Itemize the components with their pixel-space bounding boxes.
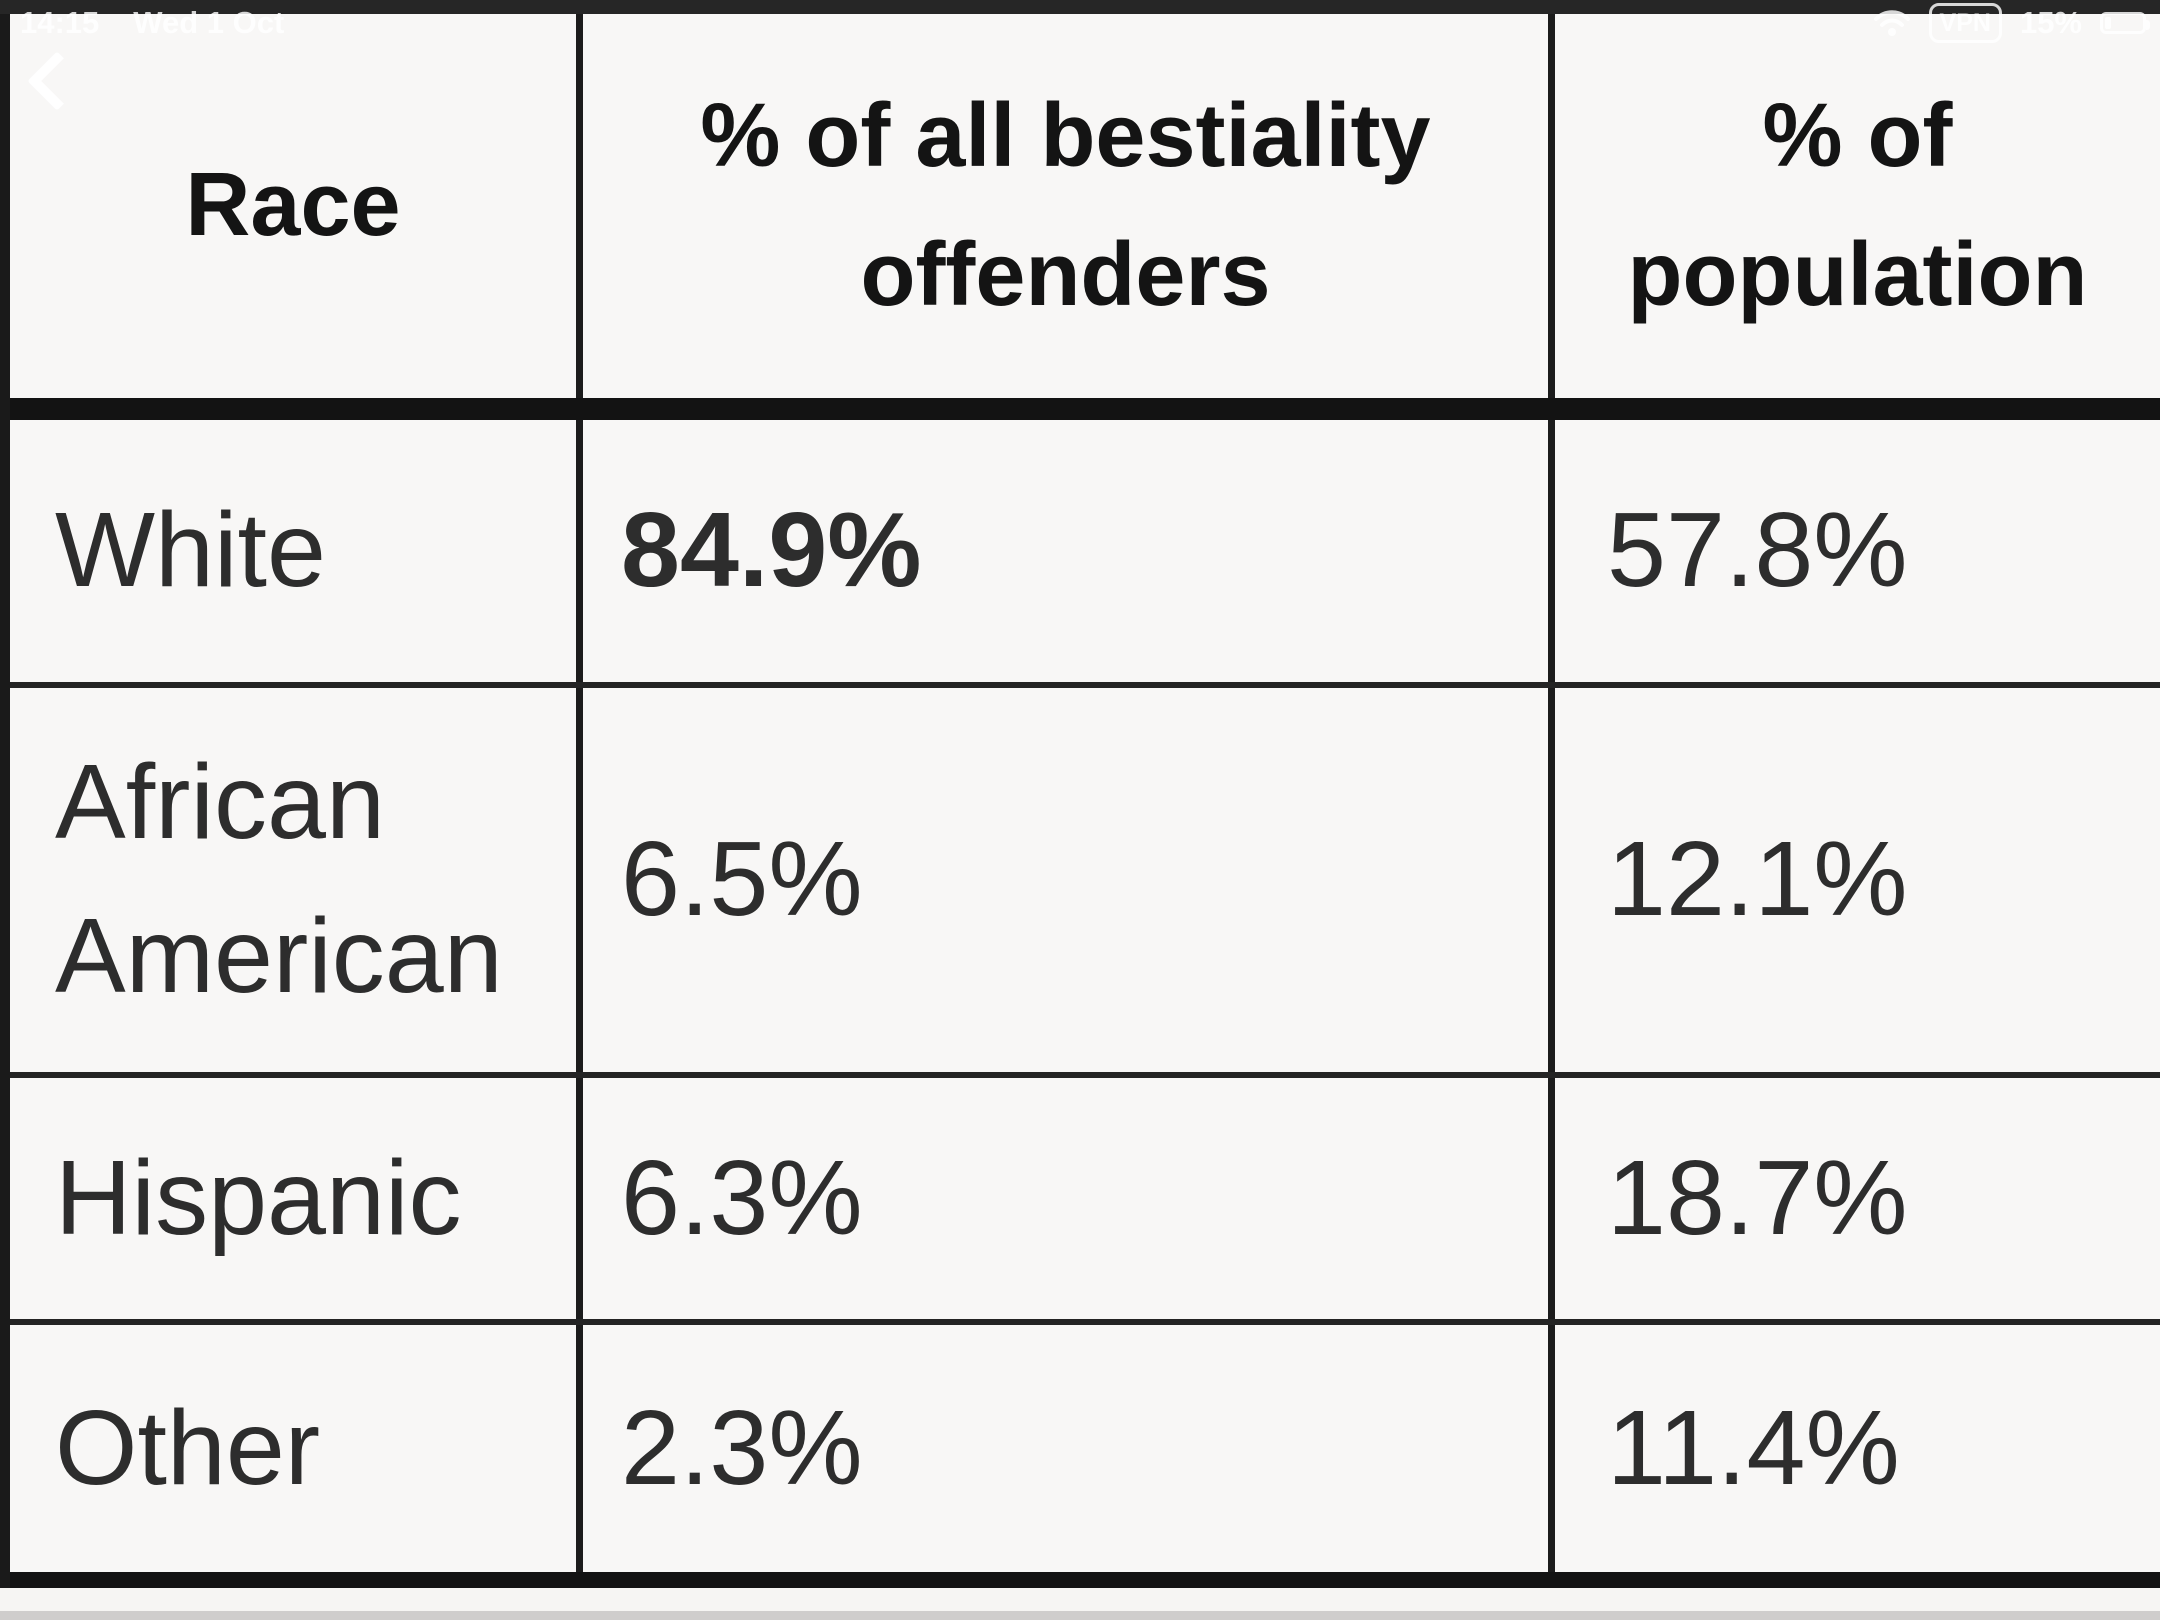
bottom-edge — [0, 1611, 2160, 1620]
back-button[interactable] — [22, 44, 92, 124]
cell-population-pct: 18.7% — [1555, 1078, 2160, 1319]
cell-offenders-pct: 6.5% — [583, 688, 1555, 1072]
table-row-white: White 84.9% 57.8% — [10, 420, 2160, 688]
cell-race: Hispanic — [10, 1078, 583, 1319]
cell-race: Other — [10, 1325, 583, 1572]
cell-race: White — [10, 420, 583, 682]
cell-offenders-pct: 2.3% — [583, 1325, 1555, 1572]
header-race: Race — [10, 14, 583, 398]
table-row-hispanic: Hispanic 6.3% 18.7% — [10, 1078, 2160, 1325]
cell-offenders-pct: 6.3% — [583, 1078, 1555, 1319]
header-population-pct: % of population — [1555, 14, 2160, 398]
cell-population-pct: 57.8% — [1555, 420, 2160, 682]
cell-population-pct: 11.4% — [1555, 1325, 2160, 1572]
header-offenders-pct: % of all bestiality offenders — [583, 14, 1555, 398]
data-table: Race % of all bestiality offenders % of … — [0, 14, 2160, 1588]
cell-race: African American — [10, 688, 583, 1072]
top-edge-bar — [0, 0, 2160, 14]
table-row-african-american: African American 6.5% 12.1% — [10, 688, 2160, 1078]
cell-population-pct: 12.1% — [1555, 688, 2160, 1072]
table-row-other: Other 2.3% 11.4% — [10, 1325, 2160, 1588]
cell-offenders-pct: 84.9% — [583, 420, 1555, 682]
table-header-row: Race % of all bestiality offenders % of … — [10, 14, 2160, 420]
chevron-left-icon — [27, 51, 87, 111]
